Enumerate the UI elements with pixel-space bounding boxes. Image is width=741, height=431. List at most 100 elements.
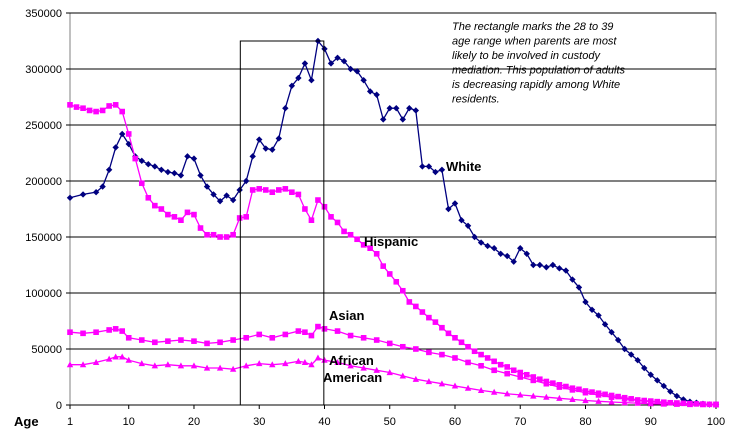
data-point [393, 279, 400, 285]
y-tick-label: 300000 [25, 64, 62, 76]
data-point [386, 340, 393, 347]
series-labels: White Hispanic Asian African American [323, 159, 481, 385]
data-point [621, 396, 628, 402]
data-point [465, 343, 471, 350]
data-point [556, 384, 563, 390]
data-point [497, 250, 504, 257]
data-point [471, 233, 478, 241]
data-point [125, 356, 132, 363]
data-point [243, 335, 249, 341]
data-point [67, 329, 73, 335]
data-point [452, 335, 458, 341]
data-point [282, 186, 289, 192]
data-point [504, 370, 510, 377]
data-point [125, 335, 132, 341]
data-point [106, 327, 112, 333]
data-point [138, 157, 145, 165]
data-point [366, 88, 374, 95]
data-point [386, 271, 393, 277]
data-point [575, 284, 583, 291]
data-point [569, 396, 576, 402]
data-point [282, 331, 289, 338]
data-point [105, 355, 113, 362]
data-point [216, 364, 224, 371]
data-point [171, 214, 178, 220]
data-point [627, 351, 635, 358]
data-point [490, 388, 498, 395]
data-point [386, 105, 393, 112]
data-point [190, 155, 198, 162]
data-point [621, 399, 628, 406]
data-point [92, 189, 100, 196]
data-point [165, 211, 171, 218]
y-tick-label: 150000 [25, 232, 62, 244]
data-point [262, 187, 269, 193]
data-point [99, 183, 106, 190]
annotation-line: is decreasing rapidly among White [452, 79, 620, 91]
data-point [295, 191, 302, 198]
data-point [517, 374, 524, 380]
data-point [510, 258, 517, 265]
data-point [229, 365, 237, 372]
data-point [478, 363, 484, 369]
series-african-american [66, 353, 720, 408]
age-range-highlight [239, 40, 325, 406]
data-point [347, 332, 354, 339]
data-point [308, 332, 315, 339]
data-point [119, 108, 126, 115]
data-point [477, 239, 485, 246]
data-point [419, 163, 426, 170]
data-point [295, 357, 302, 364]
data-point [158, 206, 165, 212]
data-point [132, 155, 139, 162]
data-point [699, 401, 707, 408]
data-point [464, 384, 472, 391]
x-tick-label: 80 [579, 416, 591, 428]
data-point [504, 364, 510, 370]
data-point [399, 116, 406, 123]
data-point [465, 359, 471, 366]
data-point [438, 166, 446, 173]
data-point [347, 362, 354, 369]
x-tick-label: 40 [318, 416, 330, 428]
data-point [295, 74, 302, 82]
data-point [204, 340, 210, 347]
data-point [595, 312, 602, 319]
data-point [413, 303, 419, 310]
y-tick-label: 100000 [25, 288, 62, 300]
annotation-line: mediation. This population of adults [452, 65, 626, 77]
data-point [210, 191, 217, 198]
data-point [647, 400, 654, 407]
data-point [315, 323, 321, 330]
data-point [445, 205, 452, 213]
data-point [203, 183, 211, 190]
data-point [510, 367, 517, 374]
data-point [229, 196, 237, 204]
data-point [354, 236, 360, 243]
data-point [419, 309, 426, 315]
data-point [549, 261, 557, 269]
data-point [138, 180, 145, 187]
data-point [641, 364, 648, 372]
data-point [582, 298, 589, 306]
data-point [315, 197, 321, 203]
data-point [223, 192, 230, 199]
data-point [445, 330, 452, 337]
data-point [269, 335, 276, 341]
annotation-line: age range when parents are most [452, 36, 617, 48]
annotation-note: The rectangle marks the 28 to 39 age rang… [452, 21, 626, 106]
data-point [628, 396, 634, 402]
data-point [667, 388, 674, 395]
data-point [471, 348, 478, 355]
data-point [145, 195, 152, 201]
data-point [256, 331, 263, 338]
data-point [73, 104, 80, 110]
data-point [576, 386, 582, 393]
data-point [530, 392, 537, 399]
data-point [399, 287, 406, 294]
data-point [80, 330, 86, 337]
data-point [138, 337, 145, 343]
data-point [634, 357, 641, 364]
data-point [503, 390, 511, 397]
